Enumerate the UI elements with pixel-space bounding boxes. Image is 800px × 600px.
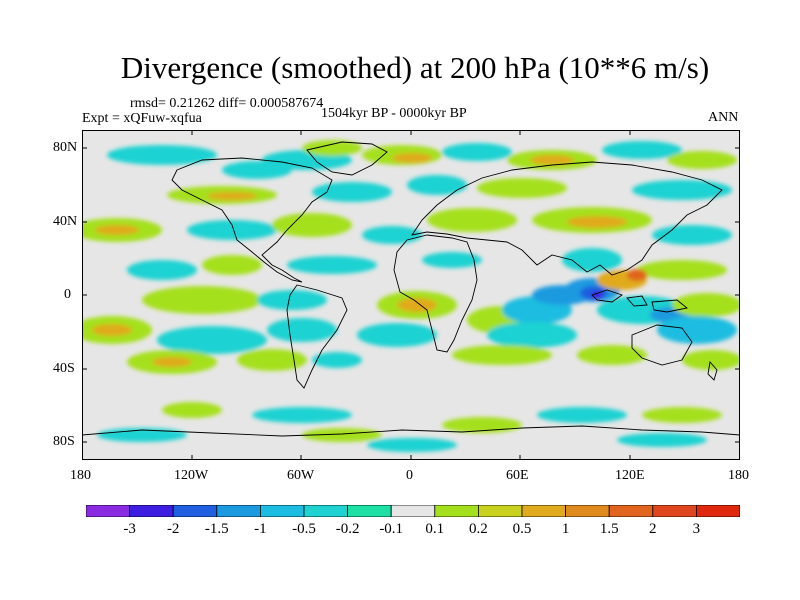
colorbar-swatch [303, 505, 348, 517]
colorbar-swatch [521, 505, 566, 517]
colorbar-swatch [129, 505, 174, 517]
plot-title: Divergence (smoothed) at 200 hPa (10**6 … [120, 50, 710, 85]
colorbar-label: 0.2 [469, 521, 488, 537]
coastlines [82, 141, 740, 437]
colorbar-swatch [477, 505, 523, 517]
colorbar-swatch [434, 505, 479, 517]
colorbar-label: -0.5 [292, 521, 316, 537]
colorbar-label: -0.1 [379, 521, 404, 537]
lat-tick-label: 0 [64, 287, 71, 302]
colorbar-label: -1.5 [204, 521, 229, 537]
colorbar-label: -0.2 [335, 521, 360, 537]
lon-tick-label: 180 [728, 468, 749, 483]
lon-tick-label: 0 [406, 468, 413, 483]
lat-tick-label: 80N [53, 140, 78, 155]
colorbar-swatch [390, 505, 436, 517]
colorbar-label: 0.1 [425, 521, 445, 537]
stats-label: rmsd= 0.21262 diff= 0.000587674 [130, 96, 324, 111]
lat-tick-label: 80S [53, 434, 75, 449]
lon-tick-label: 60E [506, 468, 529, 483]
colorbar-label: -1 [254, 521, 267, 537]
experiment-label: Expt = xQFuw-xqfua [82, 111, 202, 126]
lat-tick-label: 40S [53, 361, 75, 376]
divergence-map [82, 130, 740, 460]
colorbar-label: 0.5 [512, 521, 532, 537]
lat-tick-label: 40N [53, 214, 78, 229]
colorbar-label: -2 [166, 521, 180, 537]
colorbar-swatch [172, 505, 218, 517]
lon-tick-label: 60W [287, 468, 315, 483]
colorbar-swatch [696, 505, 740, 517]
colorbar-swatch [216, 505, 261, 517]
lon-tick-label: 120E [615, 468, 645, 483]
colorbar-label: 3 [692, 521, 701, 537]
colorbar-label: 1 [561, 521, 570, 537]
colorbar-swatch [608, 505, 654, 517]
colorbar [86, 505, 740, 517]
colorbar-label: 2 [649, 521, 657, 537]
season-label: ANN [708, 110, 739, 125]
lon-tick-label: 180 [70, 468, 91, 483]
colorbar-swatch [86, 505, 130, 517]
colorbar-swatch [259, 505, 305, 517]
colorbar-label: 1.5 [599, 521, 619, 537]
colorbar-swatch [565, 505, 610, 517]
lon-tick-label: 120W [174, 468, 209, 483]
colorbar-swatch [347, 505, 392, 517]
divergence-field [82, 140, 740, 452]
colorbar-swatch [652, 505, 697, 517]
colorbar-label: -3 [123, 521, 136, 537]
period-label: 1504kyr BP - 0000kyr BP [321, 106, 467, 121]
map-frame [82, 130, 740, 460]
